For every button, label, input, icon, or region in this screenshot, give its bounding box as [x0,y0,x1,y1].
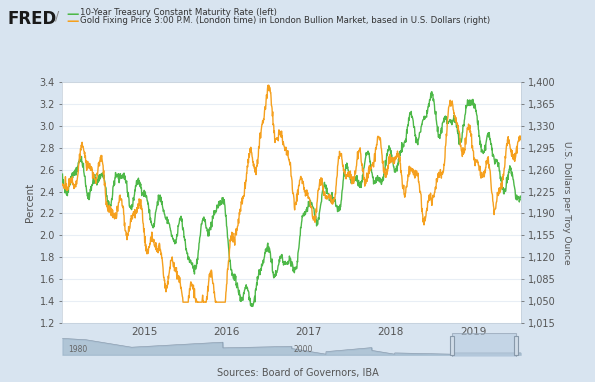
Bar [450,336,453,355]
Text: FRED: FRED [7,10,57,28]
Text: 10-Year Treasury Constant Maturity Rate (left): 10-Year Treasury Constant Maturity Rate … [80,8,277,18]
Text: 2000: 2000 [294,345,313,354]
Text: Sources: Board of Governors, IBA: Sources: Board of Governors, IBA [217,368,378,378]
Text: 1980: 1980 [68,345,87,354]
Text: /: / [55,10,59,23]
Text: —: — [67,15,79,28]
Y-axis label: U.S. Dollars per Troy Ounce: U.S. Dollars per Troy Ounce [562,141,571,264]
Text: Gold Fixing Price 3:00 P.M. (London time) in London Bullion Market, based in U.S: Gold Fixing Price 3:00 P.M. (London time… [80,16,490,25]
Bar [452,333,516,357]
Text: —: — [67,8,79,21]
Bar [514,336,518,355]
Y-axis label: Percent: Percent [25,183,35,222]
